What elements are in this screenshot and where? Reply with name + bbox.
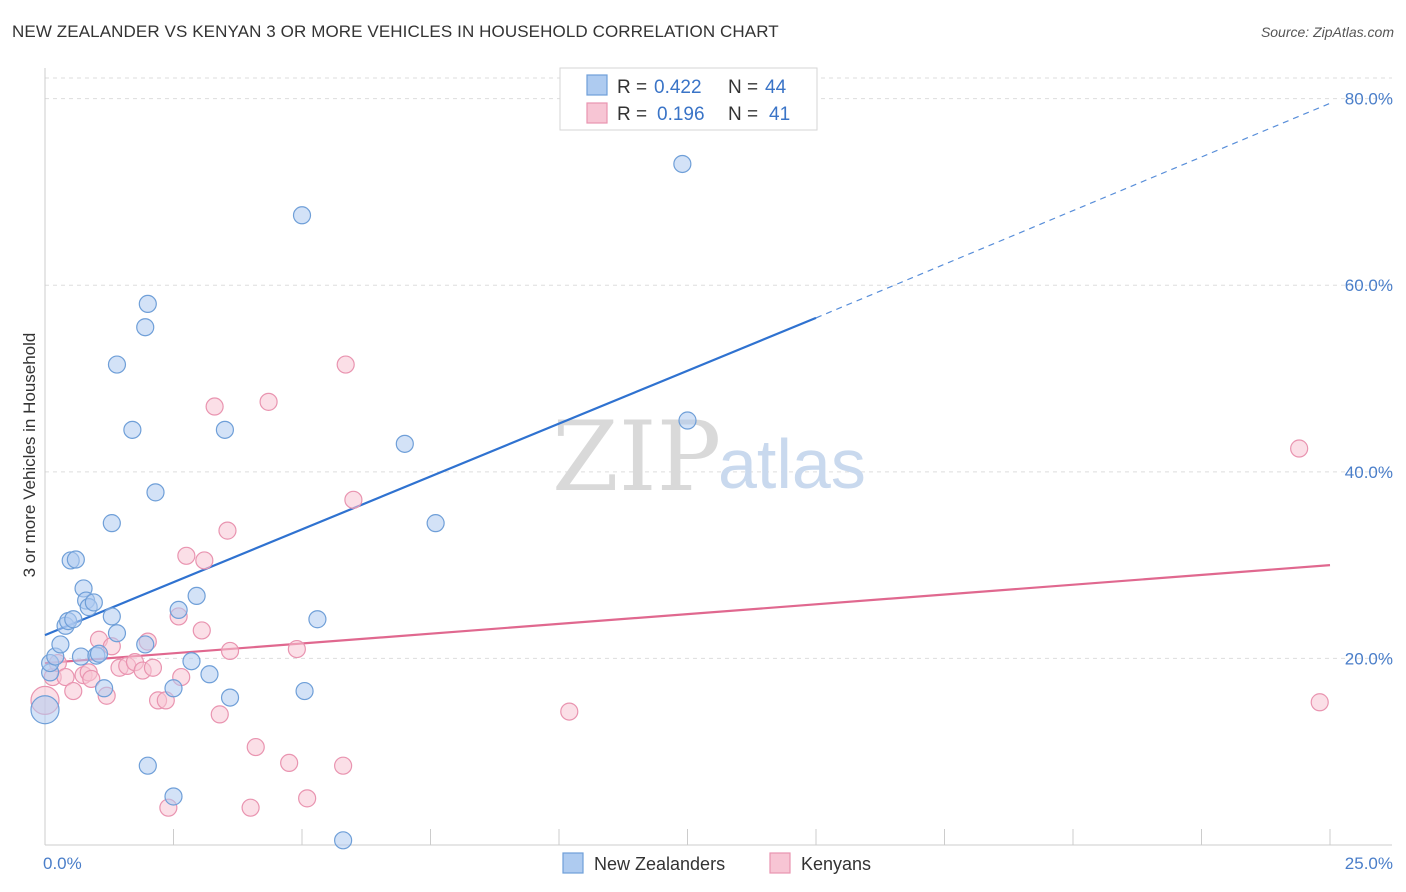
kenyans-point-4	[64, 681, 83, 701]
legend-r-label-2: R =	[617, 104, 647, 125]
y-tick-label-0: 20.0%	[1345, 649, 1393, 668]
grid-lines	[45, 77, 1392, 659]
kenyans-point-31	[259, 392, 278, 411]
new-zealanders-point-9	[66, 550, 85, 569]
kenyans-point-37	[344, 490, 363, 509]
kenyans-point-23	[192, 621, 211, 640]
new-zealanders-point-37	[295, 681, 314, 701]
new-zealanders-point-41	[426, 514, 445, 533]
source-label: Source: ZipAtlas.com	[1260, 24, 1394, 40]
kenyans-point-32	[280, 753, 299, 773]
new-zealanders-point-40	[395, 434, 414, 453]
new-zealanders-trend-extension	[815, 102, 1331, 319]
kenyans-point-22	[177, 546, 196, 565]
new-zealanders-point-18	[102, 607, 121, 626]
y-tick-label-3: 80.0%	[1345, 90, 1393, 109]
trend-lines	[44, 102, 1331, 665]
new-zealanders-point-21	[107, 355, 127, 374]
new-zealanders-point-32	[187, 586, 206, 606]
kenyans-point-40	[1310, 693, 1329, 712]
bottom-legend: New Zealanders Kenyans	[562, 852, 871, 874]
new-zealanders-point-22	[123, 420, 142, 439]
legend-n-value-1: 44	[765, 77, 787, 98]
new-zealanders-point-25	[138, 294, 157, 314]
new-zealanders-point-42	[673, 154, 692, 174]
kenyans-point-36	[336, 355, 355, 374]
bottom-legend-swatch-pink	[769, 852, 791, 874]
new-zealanders-point-31	[182, 652, 201, 671]
new-zealanders-point-28	[164, 679, 183, 698]
new-zealanders-points	[30, 154, 697, 850]
new-zealanders-point-36	[292, 206, 312, 225]
new-zealanders-point-16	[89, 644, 109, 663]
new-zealanders-point-19	[102, 514, 121, 533]
new-zealanders-point-35	[220, 688, 240, 707]
new-zealanders-point-43	[678, 411, 697, 430]
y-tick-label-1: 40.0%	[1345, 463, 1393, 482]
kenyans-point-16	[143, 658, 163, 677]
new-zealanders-point-29	[164, 787, 183, 806]
new-zealanders-point-10	[71, 647, 91, 666]
legend-swatch-blue	[586, 74, 608, 96]
new-zealanders-point-4	[51, 635, 70, 654]
kenyans-point-25	[205, 397, 224, 416]
new-zealanders-point-26	[138, 756, 157, 775]
new-zealanders-point-34	[215, 420, 234, 439]
new-zealanders-point-33	[200, 665, 219, 684]
kenyans-point-7	[82, 669, 101, 689]
legend-swatch-pink	[586, 102, 608, 124]
x-tick-label-start: 0.0%	[43, 854, 82, 873]
kenyans-point-30	[246, 737, 265, 757]
watermark: ZIP atlas	[552, 401, 866, 513]
kenyans-points	[30, 355, 1329, 817]
kenyans-point-35	[334, 756, 353, 775]
kenyans-point-26	[210, 705, 229, 724]
kenyans-point-34	[298, 789, 317, 808]
new-zealanders-point-20	[107, 624, 127, 643]
watermark-atlas: atlas	[718, 425, 866, 503]
new-zealanders-point-38	[308, 610, 327, 629]
kenyans-point-38	[560, 702, 579, 721]
kenyans-trend-line	[44, 564, 1331, 665]
chart-title: NEW ZEALANDER VS KENYAN 3 OR MORE VEHICL…	[12, 22, 779, 41]
bottom-legend-kenyans: Kenyans	[801, 854, 871, 874]
y-axis-label: 3 or more Vehicles in Household	[20, 333, 39, 578]
legend-n-label-2: N =	[728, 104, 758, 125]
kenyans-point-27	[218, 521, 237, 540]
kenyans-point-39	[1290, 439, 1309, 458]
new-zealanders-point-17	[95, 679, 114, 698]
kenyans-point-28	[220, 641, 240, 661]
new-zealanders-point-7	[64, 610, 83, 629]
legend-r-value-1: 0.422	[654, 77, 702, 98]
legend-n-value-2: 41	[769, 104, 790, 125]
new-zealanders-point-23	[136, 635, 155, 654]
new-zealanders-point-0	[30, 695, 60, 725]
kenyans-point-24	[195, 551, 214, 570]
new-zealanders-point-14	[84, 593, 103, 612]
new-zealanders-point-27	[146, 483, 165, 502]
tick-labels: 20.0% 40.0% 60.0% 80.0% 0.0% 25.0%	[43, 90, 1393, 873]
y-tick-label-2: 60.0%	[1345, 276, 1393, 295]
bottom-legend-new-zealanders: New Zealanders	[594, 854, 725, 874]
new-zealanders-point-39	[334, 831, 353, 850]
legend-r-value-2: 0.196	[657, 104, 705, 125]
bottom-legend-swatch-blue	[562, 852, 584, 874]
legend-n-label-1: N =	[728, 77, 758, 98]
new-zealanders-point-24	[136, 318, 155, 337]
new-zealanders-point-30	[169, 600, 188, 620]
kenyans-point-29	[241, 798, 260, 817]
x-tick-label-end: 25.0%	[1345, 854, 1393, 873]
top-legend: R = 0.422 N = 44 R = 0.196 N = 41	[559, 67, 818, 131]
legend-r-label-1: R =	[617, 77, 647, 98]
new-zealanders-trend-line	[44, 316, 817, 637]
kenyans-point-33	[287, 639, 306, 659]
